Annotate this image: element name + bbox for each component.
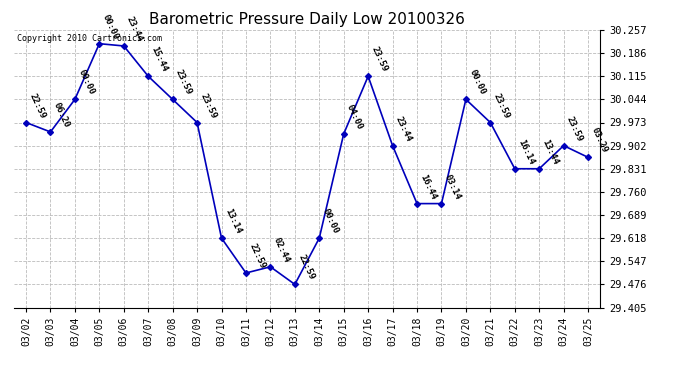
Text: 03:29: 03:29 bbox=[589, 126, 609, 154]
Text: 02:44: 02:44 bbox=[272, 236, 291, 264]
Text: 13:44: 13:44 bbox=[540, 138, 560, 166]
Text: 23:44: 23:44 bbox=[125, 15, 145, 43]
Text: 00:00: 00:00 bbox=[321, 207, 340, 236]
Text: 23:59: 23:59 bbox=[199, 92, 218, 120]
Text: 00:00: 00:00 bbox=[101, 13, 120, 41]
Text: 23:59: 23:59 bbox=[565, 115, 584, 143]
Title: Barometric Pressure Daily Low 20100326: Barometric Pressure Daily Low 20100326 bbox=[149, 12, 465, 27]
Text: 06:20: 06:20 bbox=[52, 101, 71, 129]
Text: Copyright 2010 Cartronics.com: Copyright 2010 Cartronics.com bbox=[17, 34, 161, 43]
Text: 22:59: 22:59 bbox=[28, 92, 47, 120]
Text: 16:14: 16:14 bbox=[516, 138, 535, 166]
Text: 15:44: 15:44 bbox=[150, 45, 169, 74]
Text: 00:00: 00:00 bbox=[77, 68, 96, 97]
Text: 22:59: 22:59 bbox=[296, 254, 316, 282]
Text: 23:59: 23:59 bbox=[492, 92, 511, 120]
Text: 04:00: 04:00 bbox=[345, 103, 364, 131]
Text: 16:44: 16:44 bbox=[418, 172, 438, 201]
Text: 23:59: 23:59 bbox=[370, 45, 389, 74]
Text: 03:14: 03:14 bbox=[443, 172, 462, 201]
Text: 13:14: 13:14 bbox=[223, 207, 242, 236]
Text: 00:00: 00:00 bbox=[467, 68, 487, 97]
Text: 23:44: 23:44 bbox=[394, 115, 413, 143]
Text: 23:59: 23:59 bbox=[174, 68, 194, 97]
Text: 22:59: 22:59 bbox=[247, 242, 267, 270]
